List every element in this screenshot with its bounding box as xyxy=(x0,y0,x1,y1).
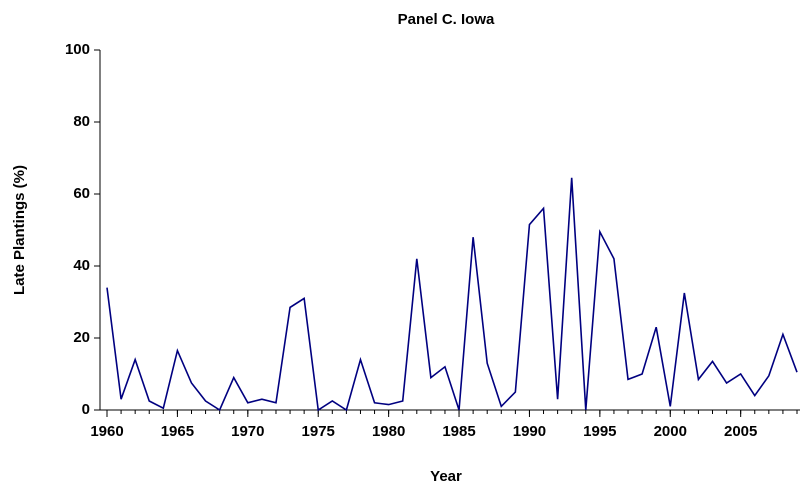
x-axis-label: Year xyxy=(430,468,462,485)
y-tick-label: 80 xyxy=(73,113,90,130)
y-tick-label: 0 xyxy=(82,401,90,418)
x-tick-label: 2005 xyxy=(724,423,757,440)
x-tick-label: 1970 xyxy=(231,423,264,440)
x-tick-label: 1980 xyxy=(372,423,405,440)
y-tick-label: 100 xyxy=(65,41,90,58)
y-axis-label: Late Plantings (%) xyxy=(11,165,28,295)
x-tick-label: 1990 xyxy=(513,423,546,440)
x-tick-label: 1960 xyxy=(90,423,123,440)
chart-title: Panel C. Iowa xyxy=(398,11,495,28)
x-tick-label: 1995 xyxy=(583,423,616,440)
y-tick-label: 40 xyxy=(73,257,90,274)
x-tick-label: 1975 xyxy=(302,423,335,440)
data-line xyxy=(106,177,798,412)
x-tick-label: 1965 xyxy=(161,423,194,440)
x-tick-label: 1985 xyxy=(442,423,475,440)
y-tick-label: 20 xyxy=(73,329,90,346)
y-tick-label: 60 xyxy=(73,185,90,202)
x-tick-label: 2000 xyxy=(654,423,687,440)
